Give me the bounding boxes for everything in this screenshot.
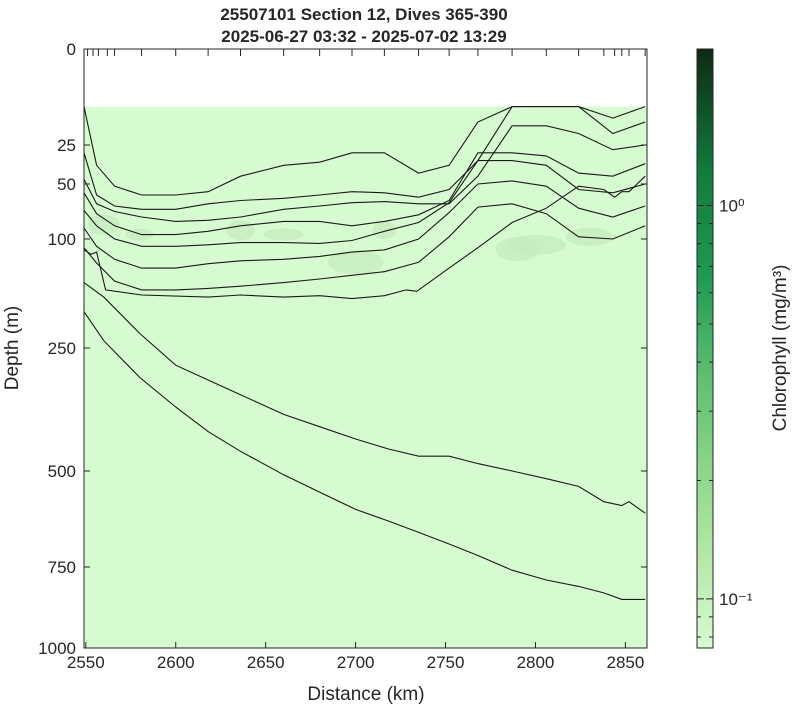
colorbar-label: Chlorophyll (mg/m³)	[770, 265, 791, 432]
chlorophyll-patch	[327, 250, 384, 275]
x-tick-label: 2750	[427, 653, 465, 672]
contour-line	[83, 203, 646, 291]
chlorophyll-patch	[263, 228, 304, 241]
chlorophyll-patch	[87, 214, 120, 235]
x-tick-label: 2800	[517, 653, 555, 672]
y-tick-label: 25	[57, 136, 76, 155]
x-tick-label: 2600	[157, 653, 195, 672]
x-tick-label: 2850	[607, 653, 645, 672]
contour-line	[83, 175, 646, 300]
x-tick-label: 2550	[67, 653, 105, 672]
chart-title: 25507101 Section 12, Dives 365-390	[220, 5, 507, 24]
contour-line	[83, 152, 646, 236]
x-tick-label: 2650	[247, 653, 285, 672]
chart-subtitle: 2025-06-27 03:32 - 2025-07-02 13:29	[221, 27, 506, 46]
contour-line	[83, 311, 646, 600]
chlorophyll-patch	[226, 220, 255, 241]
colorbar-gradient	[696, 48, 714, 649]
y-tick-label: 250	[48, 339, 76, 358]
contour-line	[83, 160, 646, 247]
colorbar-tick-label: 10⁰	[719, 197, 745, 216]
y-tick-label: 750	[48, 558, 76, 577]
contour-line	[83, 282, 646, 514]
y-tick-label: 500	[48, 462, 76, 481]
y-tick-label: 100	[48, 230, 76, 249]
chlorophyll-patch	[565, 227, 614, 246]
chlorophyll-patch	[505, 234, 566, 255]
y-tick-label: 50	[57, 175, 76, 194]
x-tick-label: 2700	[337, 653, 375, 672]
y-axis-label: Depth (m)	[2, 306, 23, 390]
plot-area: 2550 2600 2650 2700 2750 2800 2850025501002505…	[38, 40, 648, 672]
colorbar-tick-label: 10⁻¹	[719, 590, 753, 609]
y-tick-label: 0	[67, 40, 76, 59]
y-tick-label: 1000	[38, 639, 76, 658]
contour-line	[83, 180, 646, 269]
data-fill	[84, 106, 647, 649]
x-axis-label: Distance (km)	[307, 684, 424, 705]
colorbar: 10⁻¹ 10⁰	[696, 48, 753, 649]
contour-line	[83, 106, 646, 210]
contour-line	[83, 125, 646, 222]
chlorophyll-patch	[372, 221, 397, 240]
